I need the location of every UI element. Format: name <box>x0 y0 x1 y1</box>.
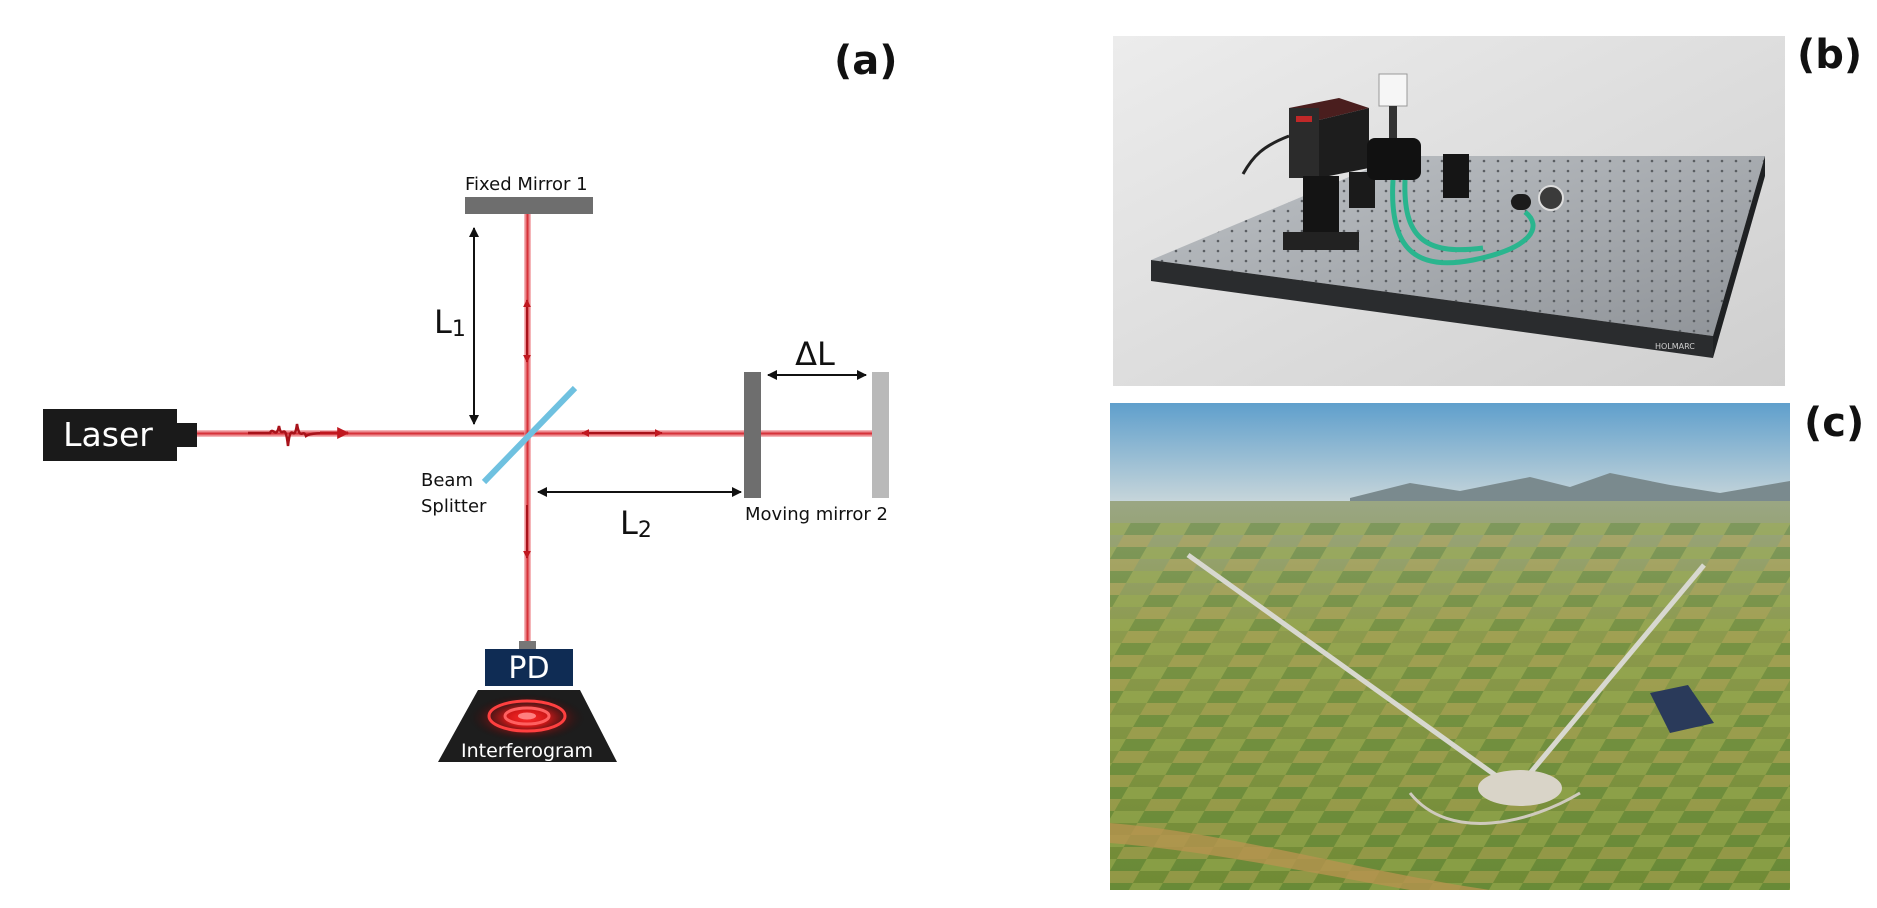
central-building <box>1478 770 1562 806</box>
fixed-mirror-label: Fixed Mirror 1 <box>465 174 588 195</box>
interferometer-arm-north <box>1514 563 1706 792</box>
air-tubing <box>1390 179 1536 266</box>
aerial-photo-graphic <box>1110 403 1790 890</box>
fringe-center <box>518 712 536 720</box>
river <box>1110 823 1490 890</box>
interferometer-diagram-panel: (a) <box>43 38 898 762</box>
interferogram-label: Interferogram <box>461 740 593 762</box>
pond <box>1650 685 1714 733</box>
aerial-interferometer-photo <box>1110 403 1790 890</box>
fringe-ring-outer <box>487 699 567 733</box>
laser-source: Laser <box>43 409 197 461</box>
laser-label: Laser <box>63 415 153 454</box>
fringe-ring-inner <box>503 706 551 726</box>
l2-label: L2 <box>620 504 652 543</box>
interferometer-arm-west <box>1186 552 1518 793</box>
optical-mounts <box>1283 73 1564 250</box>
beam-splitter-label-1: Beam <box>421 470 473 491</box>
tabletop-photo-graphic: HOLMARC <box>1113 36 1785 386</box>
photodetector <box>485 649 573 686</box>
beam-splitter <box>481 385 578 485</box>
moving-mirror-label: Moving mirror 2 <box>745 504 888 525</box>
moving-mirror-2-position-1 <box>744 372 761 498</box>
delta-l-label: ΔL <box>795 335 835 373</box>
fixed-mirror-1 <box>465 197 593 214</box>
tabletop-interferometer-photo: HOLMARC <box>1113 36 1785 386</box>
panel-a-label: (a) <box>834 38 898 84</box>
beam-splitter-label-2: Splitter <box>421 496 487 517</box>
pd-label: PD <box>508 651 549 686</box>
beam-vertical <box>524 210 531 650</box>
wave-packet <box>247 423 341 447</box>
laser-head <box>1289 98 1369 178</box>
interferometer-diagram: Laser Fixed Mirror 1 L1 Beam Splitter L2… <box>43 174 889 762</box>
panel-b-label: (b) <box>1797 32 1863 78</box>
power-cable <box>1241 134 1290 175</box>
panel-c-label: (c) <box>1804 400 1865 446</box>
holmarc-brand: HOLMARC <box>1655 342 1695 351</box>
l1-label: L1 <box>434 303 466 342</box>
moving-mirror-2-position-2 <box>872 372 889 498</box>
pd-connector <box>519 641 536 651</box>
